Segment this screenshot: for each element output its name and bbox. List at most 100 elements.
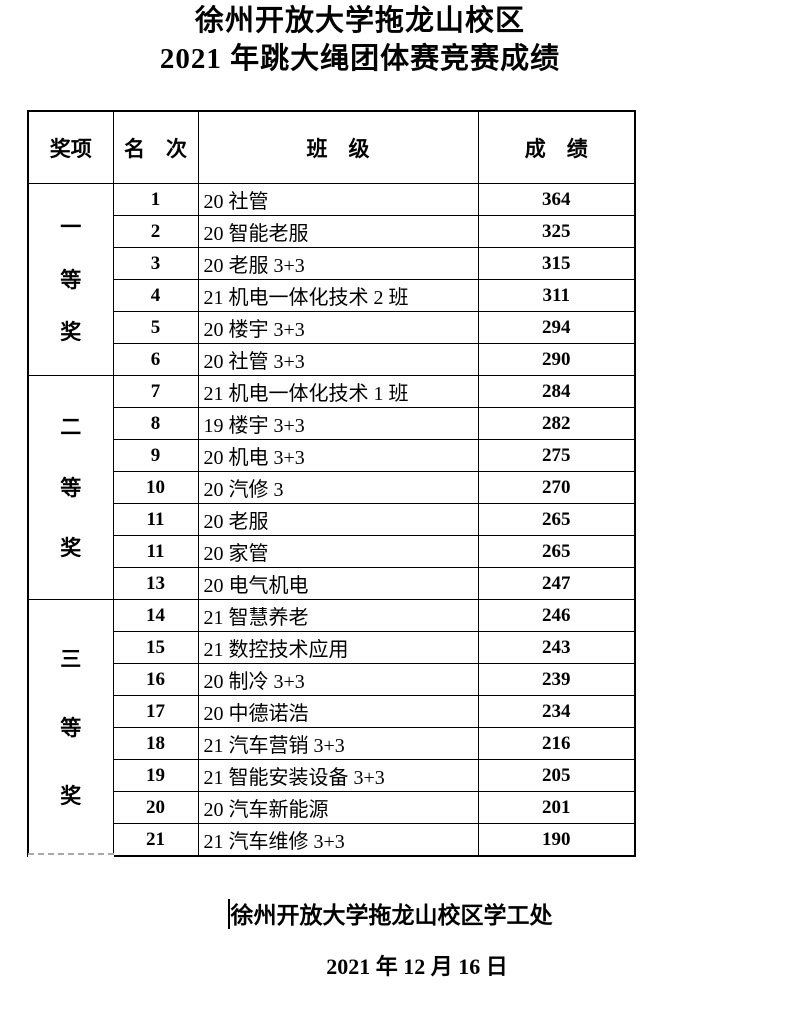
rank-cell: 18: [112, 727, 199, 760]
score-cell: 364: [477, 183, 636, 216]
rank-cell: 16: [112, 663, 199, 696]
award-group-label: 三等奖: [60, 647, 82, 808]
rank-cell: 5: [112, 311, 199, 344]
award-group-third-prize: 三等奖: [27, 599, 114, 857]
text-cursor: [227, 899, 230, 929]
score-cell: 270: [477, 471, 636, 504]
score-cell: 190: [477, 823, 636, 857]
score-cell: 205: [477, 759, 636, 792]
rank-cell: 15: [112, 631, 199, 664]
class-cell: 19 楼宇 3+3: [197, 407, 479, 440]
class-cell: 20 电气机电: [197, 567, 479, 600]
class-cell: 21 汽车维修 3+3: [197, 823, 479, 857]
header-cell-award: 奖项: [27, 110, 114, 184]
award-group-second-prize: 二等奖: [27, 375, 114, 600]
table-row: 三等奖 14 21 智慧养老 246: [27, 599, 636, 857]
score-cell: 325: [477, 215, 636, 248]
rank-cell: 8: [112, 407, 199, 440]
table-row: 18 21 汽车营销 3+3 216: [28, 727, 636, 760]
score-cell: 247: [477, 567, 636, 600]
table-row: 2 20 智能老服 325: [28, 215, 636, 248]
rank-cell: 17: [112, 695, 199, 728]
score-cell: 234: [477, 695, 636, 728]
award-group-label: 二等奖: [60, 415, 82, 560]
table-row: 3 20 老服 3+3 315: [28, 247, 636, 280]
class-cell: 21 智能安装设备 3+3: [197, 759, 479, 792]
class-cell: 21 智慧养老: [197, 599, 479, 632]
rank-cell: 14: [112, 599, 199, 632]
table-row: 16 20 制冷 3+3 239: [28, 663, 636, 696]
table-row: 6 20 社管 3+3 290: [28, 343, 636, 376]
rank-cell: 11: [112, 535, 199, 568]
footer-signature: 徐州开放大学拖龙山校区学工处: [0, 899, 780, 932]
score-cell: 294: [477, 311, 636, 344]
class-cell: 20 汽车新能源: [197, 791, 479, 824]
score-cell: 311: [477, 279, 636, 312]
score-cell: 290: [477, 343, 636, 376]
header-cell-score: 成 绩: [477, 110, 636, 184]
rank-cell: 6: [112, 343, 199, 376]
rank-cell: 10: [112, 471, 199, 504]
rank-cell: 4: [112, 279, 199, 312]
header-row: 奖项 名 次 班 级 成 绩: [27, 110, 636, 184]
rank-cell: 2: [112, 215, 199, 248]
award-group-first-prize: 一等奖: [27, 183, 114, 376]
class-cell: 21 数控技术应用: [197, 631, 479, 664]
score-cell: 315: [477, 247, 636, 280]
rank-cell: 11: [112, 503, 199, 536]
table-row: 10 20 汽修 3 270: [28, 471, 636, 504]
rank-cell: 19: [112, 759, 199, 792]
table-row: 11 20 老服 265: [28, 503, 636, 536]
class-cell: 20 社管: [197, 183, 479, 216]
score-cell: 216: [477, 727, 636, 760]
rank-cell: 20: [112, 791, 199, 824]
table-row: 一等奖 1 20 社管 364: [27, 183, 636, 376]
score-cell: 282: [477, 407, 636, 440]
class-cell: 20 老服: [197, 503, 479, 536]
rank-cell: 7: [112, 375, 199, 408]
table-row: 5 20 楼宇 3+3 294: [28, 311, 636, 344]
table-row: 8 19 楼宇 3+3 282: [28, 407, 636, 440]
document-title: 徐州开放大学拖龙山校区 2021 年跳大绳团体赛竞赛成绩: [0, 0, 720, 78]
class-cell: 20 机电 3+3: [197, 439, 479, 472]
table-row: 21 21 汽车维修 3+3 190: [28, 823, 636, 857]
class-cell: 20 中德诺浩: [197, 695, 479, 728]
class-cell: 20 楼宇 3+3: [197, 311, 479, 344]
score-cell: 284: [477, 375, 636, 408]
score-cell: 246: [477, 599, 636, 632]
score-cell: 201: [477, 791, 636, 824]
table-row: 二等奖 7 21 机电一体化技术 1 班 284: [27, 375, 636, 600]
score-cell: 265: [477, 503, 636, 536]
rank-cell: 21: [112, 823, 199, 857]
table-row: 20 20 汽车新能源 201: [28, 791, 636, 824]
score-cell: 243: [477, 631, 636, 664]
header-cell-rank: 名 次: [112, 110, 199, 184]
results-table: 奖项 名 次 班 级 成 绩 一等奖 1 20 社管 364 2 20 智能老服…: [27, 110, 636, 857]
rank-cell: 9: [112, 439, 199, 472]
table-row: 17 20 中德诺浩 234: [28, 695, 636, 728]
rank-cell: 3: [112, 247, 199, 280]
table-row: 13 20 电气机电 247: [28, 567, 636, 600]
score-cell: 275: [477, 439, 636, 472]
class-cell: 20 家管: [197, 535, 479, 568]
class-cell: 20 制冷 3+3: [197, 663, 479, 696]
footer-signature-text: 徐州开放大学拖龙山校区学工处: [230, 903, 553, 928]
rank-cell: 1: [112, 183, 199, 216]
class-cell: 21 机电一体化技术 2 班: [197, 279, 479, 312]
footer-date: 2021 年 12 月 16 日: [326, 954, 508, 979]
rank-cell: 13: [112, 567, 199, 600]
table-row: 11 20 家管 265: [28, 535, 636, 568]
title-line-2: 2021 年跳大绳团体赛竞赛成绩: [159, 43, 561, 75]
table-row: 9 20 机电 3+3 275: [28, 439, 636, 472]
class-cell: 20 智能老服: [197, 215, 479, 248]
class-cell: 21 汽车营销 3+3: [197, 727, 479, 760]
class-cell: 20 社管 3+3: [197, 343, 479, 376]
score-cell: 265: [477, 535, 636, 568]
table-bottom-dashed-border: [28, 853, 114, 860]
score-cell: 239: [477, 663, 636, 696]
table-row: 19 21 智能安装设备 3+3 205: [28, 759, 636, 792]
table-row: 4 21 机电一体化技术 2 班 311: [28, 279, 636, 312]
results-table-wrap: 奖项 名 次 班 级 成 绩 一等奖 1 20 社管 364 2 20 智能老服…: [27, 110, 636, 860]
title-line-1: 徐州开放大学拖龙山校区: [194, 5, 525, 37]
